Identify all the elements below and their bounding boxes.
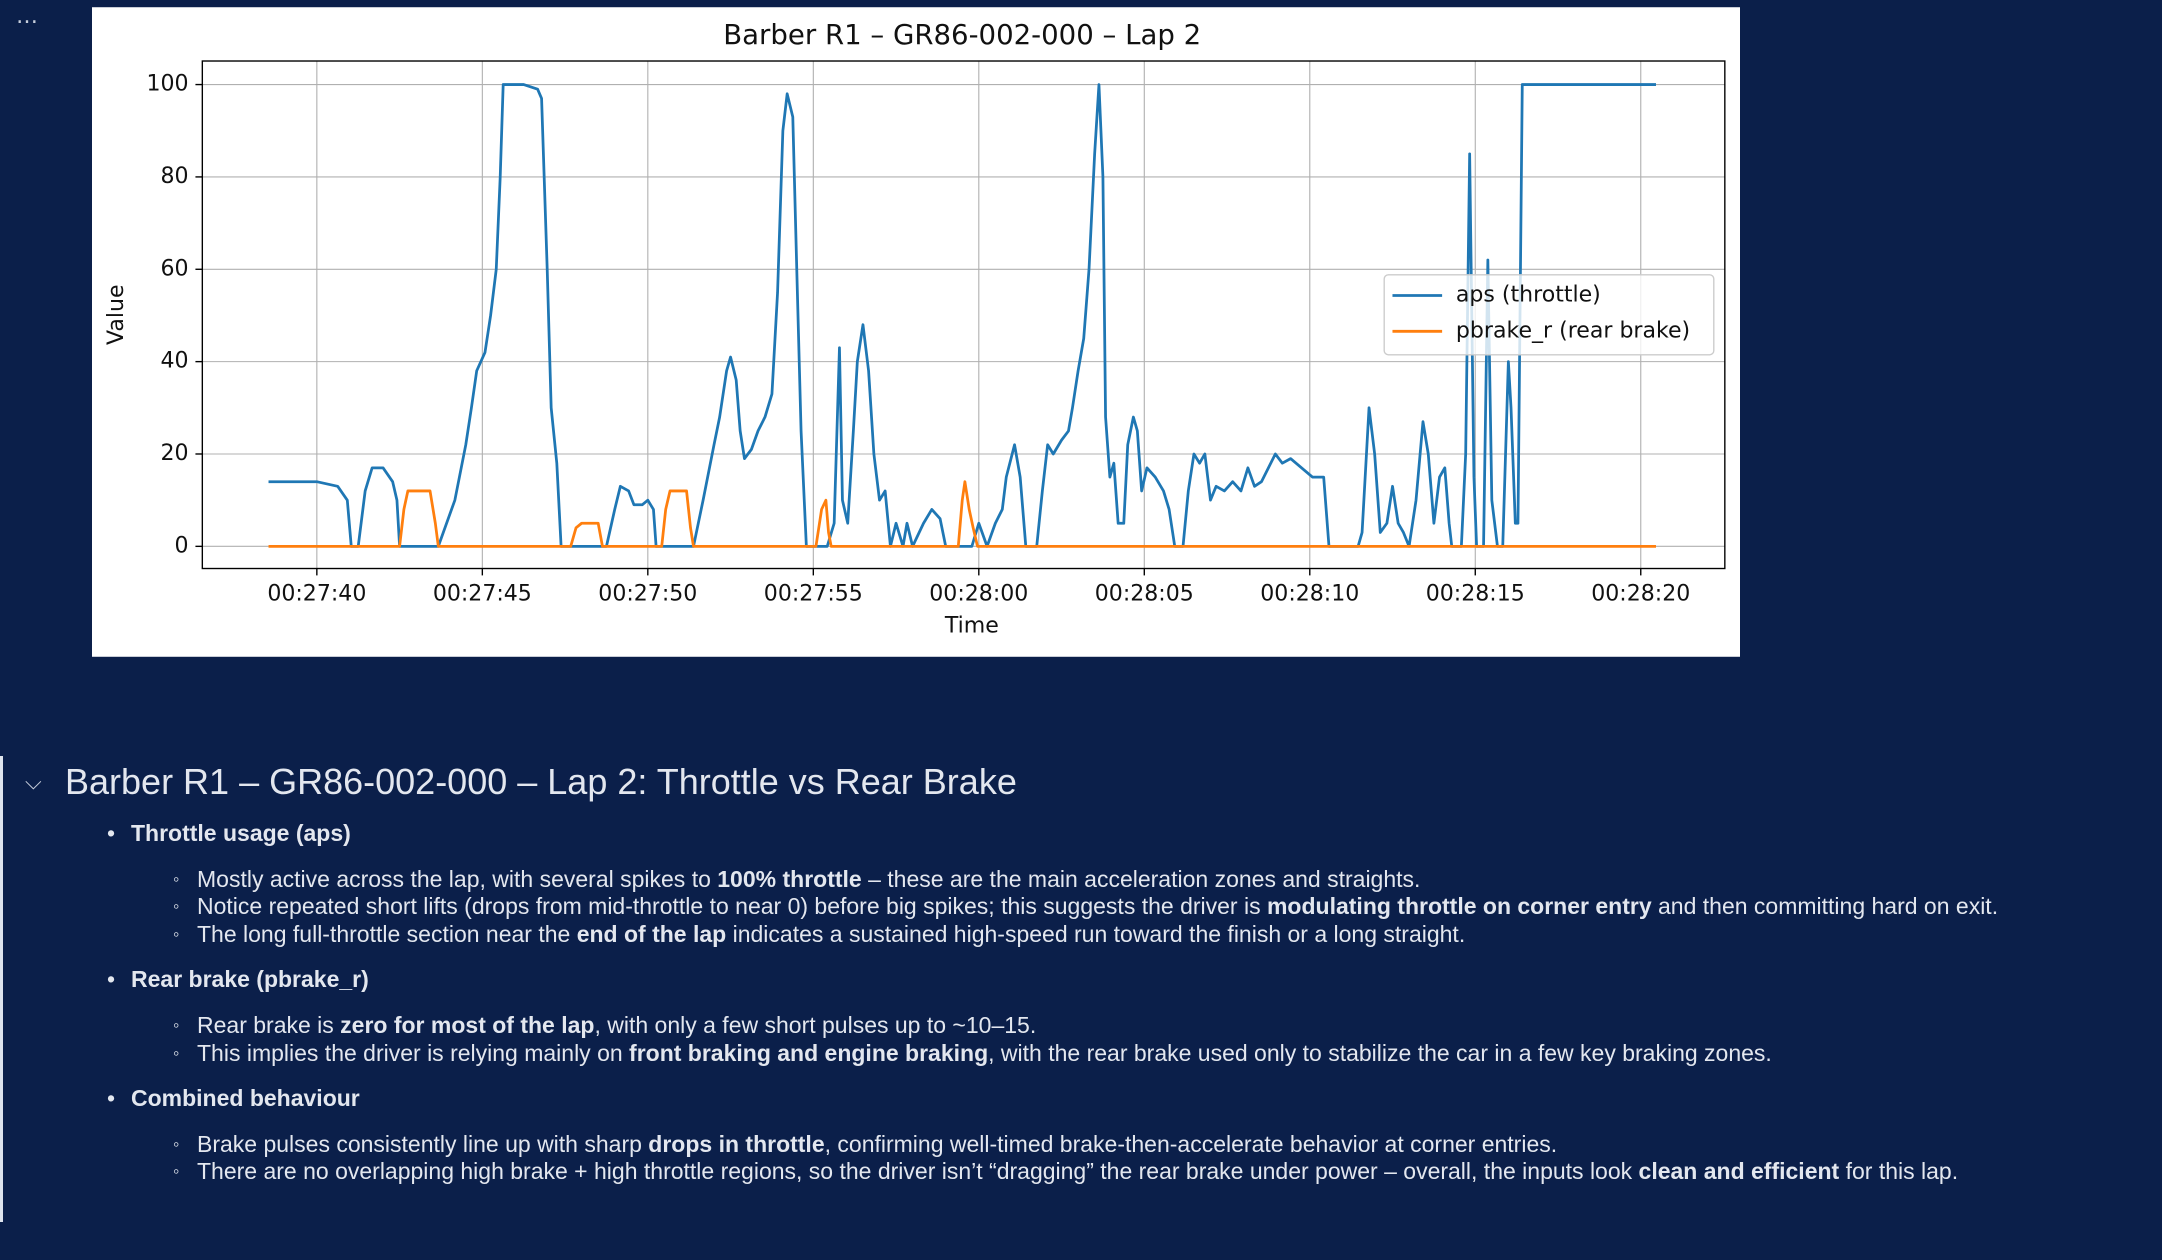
legend-label: pbrake_r (rear brake): [1456, 318, 1690, 343]
section-title: Throttle usage (aps): [131, 820, 351, 846]
y-axis-label: Value: [104, 284, 129, 345]
text: The long full-throttle section near the: [197, 920, 577, 947]
axes-frame: [201, 60, 1726, 570]
section: Combined behaviour Brake pulses consisten…: [65, 1085, 2162, 1186]
text: , with the rear brake used only to stabi…: [988, 1039, 1772, 1066]
x-tick-label: 00:28:00: [929, 582, 1028, 607]
chart-title: Barber R1 – GR86-002-000 – Lap 2: [723, 18, 1201, 51]
x-tick-label: 00:27:55: [764, 582, 863, 607]
x-tick-label: 00:27:45: [433, 582, 532, 607]
series-line: [268, 480, 1656, 548]
list-item: Notice repeated short lifts (drops from …: [131, 893, 2162, 921]
text: and then committing hard on exit.: [1651, 893, 1999, 920]
legend-box: [1383, 274, 1715, 356]
cell-menu[interactable]: …: [16, 4, 38, 29]
text: , confirming well-timed brake-then-accel…: [824, 1130, 1558, 1157]
cell-border: [0, 756, 3, 1222]
y-tick-label: 40: [160, 349, 188, 374]
section-title: Rear brake (pbrake_r): [131, 966, 369, 993]
text: Mostly active across the lap, with sever…: [197, 865, 718, 892]
bold-text: drops in throttle: [648, 1130, 825, 1157]
list-item: Brake pulses consistently line up with s…: [131, 1131, 2162, 1159]
section-title: Combined behaviour: [131, 1085, 360, 1112]
x-axis-label: Time: [944, 613, 999, 638]
y-tick-label: 20: [160, 441, 188, 466]
bold-text: end of the lap: [576, 920, 727, 947]
bold-text: 100% throttle: [717, 865, 862, 892]
markdown-cell: Barber R1 – GR86-002-000 – Lap 2: Thrott…: [65, 758, 2162, 1204]
section: Rear brake (pbrake_r) Rear brake is zero …: [65, 966, 2162, 1067]
item-list: Rear brake is zero for most of the lap, …: [131, 1012, 2162, 1067]
list-item: This implies the driver is relying mainl…: [131, 1040, 2162, 1068]
bold-text: front braking and engine braking: [629, 1039, 989, 1066]
x-tick-label: 00:27:50: [598, 582, 697, 607]
heading: Barber R1 – GR86-002-000 – Lap 2: Thrott…: [65, 761, 1017, 802]
text: There are no overlapping high brake + hi…: [197, 1158, 1639, 1185]
y-tick-label: 60: [160, 256, 188, 281]
y-tick-label: 80: [160, 164, 188, 189]
legend-label: aps (throttle): [1456, 282, 1601, 307]
section-list: Throttle usage (aps) Mostly active across…: [65, 820, 2162, 1186]
text: – these are the main acceleration zones …: [861, 865, 1421, 892]
bold-text: clean and efficient: [1638, 1158, 1840, 1185]
bold-text: zero for most of the lap: [340, 1011, 595, 1038]
bold-text: modulating throttle on corner entry: [1266, 893, 1652, 920]
collapse-toggle[interactable]: ⌵: [25, 770, 42, 795]
x-tick-label: 00:27:40: [267, 582, 366, 607]
chart: Barber R1 – GR86-002-000 – Lap 2 Time Va…: [92, 7, 1740, 657]
text: This implies the driver is relying mainl…: [197, 1039, 630, 1066]
item-list: Mostly active across the lap, with sever…: [131, 866, 2162, 949]
x-tick-label: 00:28:05: [1095, 582, 1194, 607]
text: indicates a sustained high-speed run tow…: [726, 920, 1466, 947]
text: , with only a few short pulses up to ~10…: [594, 1011, 1037, 1038]
text: Rear brake is: [197, 1011, 341, 1038]
list-item: Mostly active across the lap, with sever…: [131, 866, 2162, 894]
section: Throttle usage (aps) Mostly active across…: [65, 820, 2162, 948]
y-tick-label: 0: [175, 533, 189, 558]
y-tick-label: 100: [146, 72, 188, 97]
text: Notice repeated short lifts (drops from …: [197, 893, 1267, 920]
text: for this lap.: [1839, 1158, 1959, 1185]
list-item: Rear brake is zero for most of the lap, …: [131, 1012, 2162, 1040]
x-tick-label: 00:28:10: [1260, 582, 1359, 607]
list-item: There are no overlapping high brake + hi…: [131, 1158, 2162, 1186]
x-tick-label: 00:28:15: [1426, 582, 1525, 607]
text: Brake pulses consistently line up with s…: [197, 1130, 649, 1157]
item-list: Brake pulses consistently line up with s…: [131, 1131, 2162, 1186]
x-tick-label: 00:28:20: [1591, 582, 1690, 607]
list-item: The long full-throttle section near the …: [131, 921, 2162, 949]
